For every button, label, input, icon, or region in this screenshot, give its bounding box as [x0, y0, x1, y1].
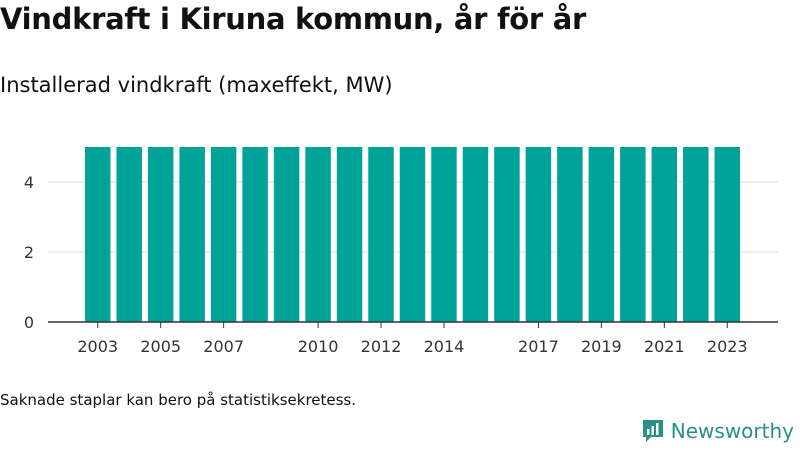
- newsworthy-logo-icon: [642, 420, 663, 442]
- bar: [273, 147, 300, 322]
- x-tick-label: 2007: [203, 337, 244, 356]
- y-tick-label: 0: [24, 313, 34, 332]
- bar: [179, 147, 205, 322]
- bar: [399, 147, 426, 322]
- bar: [116, 147, 142, 322]
- y-tick-label: 4: [24, 173, 34, 192]
- footnote: Saknade staplar kan bero på statistiksek…: [0, 391, 357, 409]
- bar: [368, 147, 394, 322]
- bar: [525, 147, 552, 322]
- x-tick-label: 2023: [707, 337, 748, 356]
- bar: [683, 147, 709, 322]
- bar: [651, 147, 678, 322]
- x-tick-label: 2010: [298, 337, 339, 356]
- y-tick-label: 2: [24, 243, 34, 262]
- x-tick-label: 2014: [424, 337, 465, 356]
- bar: [210, 147, 237, 322]
- bar: [242, 147, 268, 322]
- chart-subtitle: Installerad vindkraft (maxeffekt, MW): [0, 73, 393, 97]
- bar: [620, 147, 646, 322]
- brand: Newsworthy: [641, 418, 794, 444]
- bar: [147, 147, 174, 322]
- bar: [85, 147, 111, 322]
- x-tick-label: 2021: [644, 337, 685, 356]
- bar: [462, 147, 489, 322]
- bar-chart: 0 2 4 2003 2005 2007 2010 2012 2014 2017 2019 2021 2…: [24, 147, 778, 356]
- brand-name: Newsworthy: [670, 419, 794, 443]
- bar: [336, 147, 363, 322]
- x-tick-label: 2003: [77, 337, 118, 356]
- x-tick-label: 2019: [581, 337, 622, 356]
- x-tick-label: 2012: [361, 337, 402, 356]
- bar: [714, 147, 740, 322]
- bar: [431, 147, 457, 322]
- bar: [305, 147, 331, 322]
- bar: [557, 147, 583, 322]
- x-tick-label: 2017: [518, 337, 559, 356]
- bar: [588, 147, 615, 322]
- x-tick-label: 2005: [140, 337, 181, 356]
- chart-title: Vindkraft i Kiruna kommun, år för år: [0, 2, 586, 36]
- bar: [494, 147, 520, 322]
